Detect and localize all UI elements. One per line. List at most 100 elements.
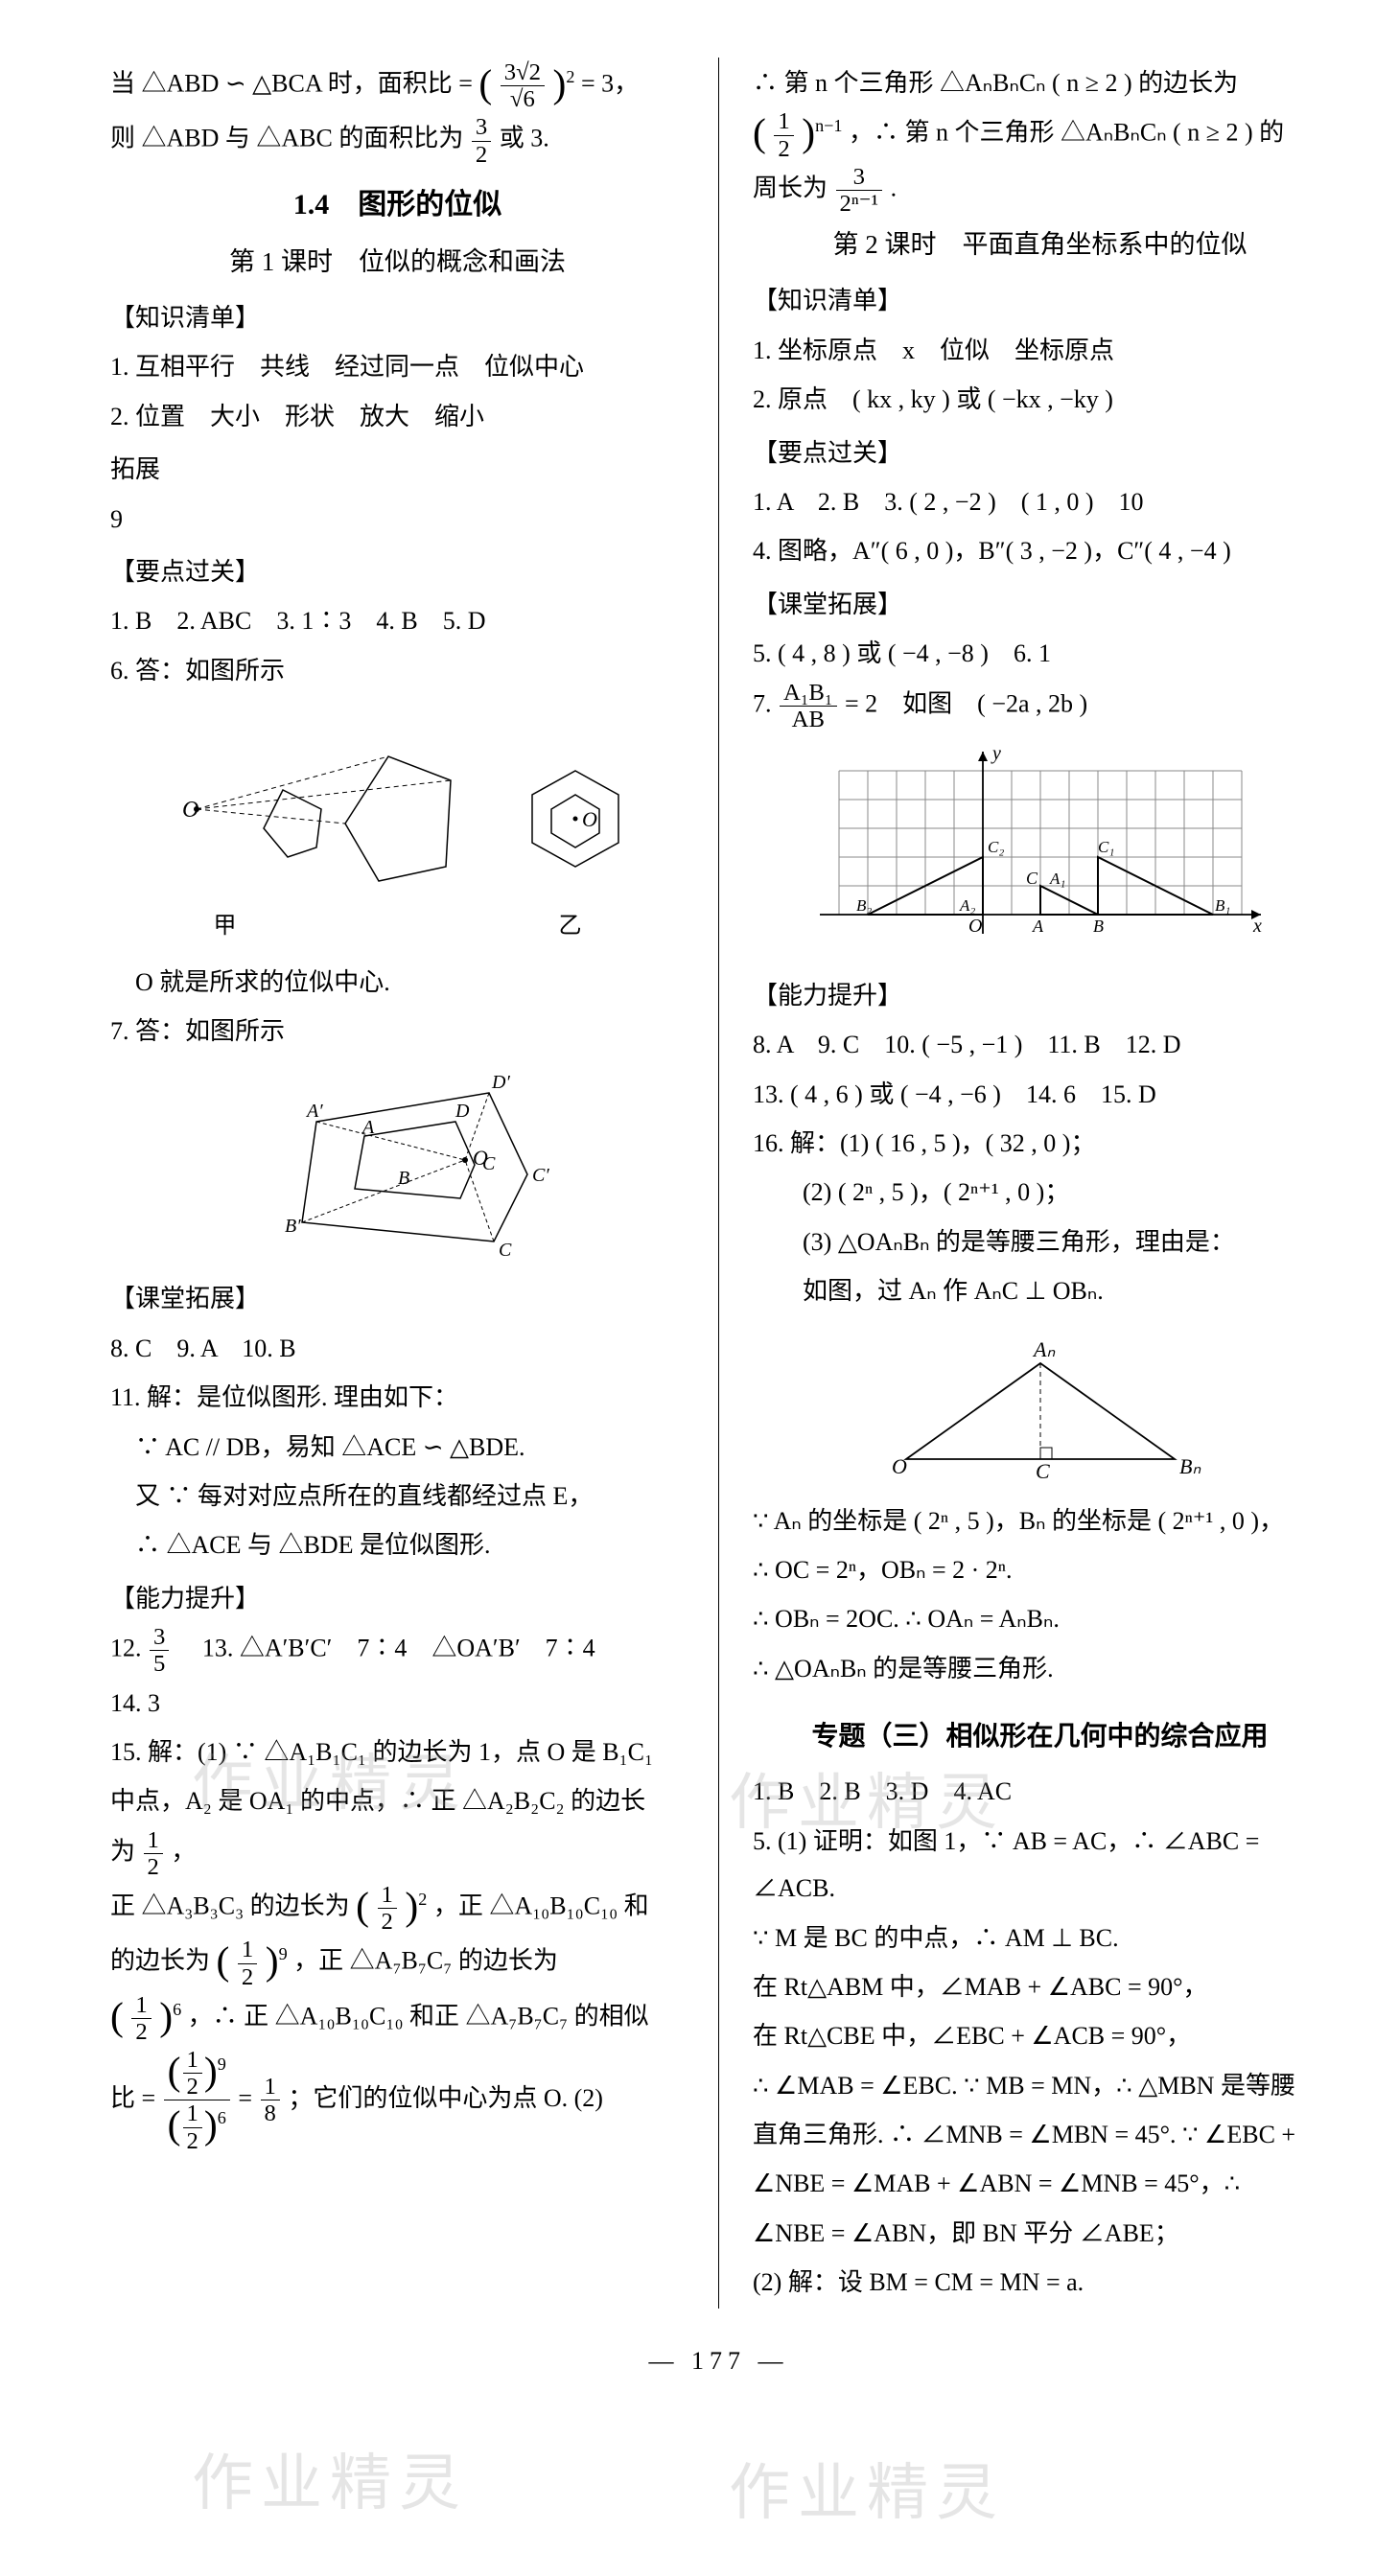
text-line: ∵ Aₙ 的坐标是 ( 2ⁿ , 5 )，Bₙ 的坐标是 ( 2ⁿ⁺¹ , 0 … (753, 1497, 1327, 1544)
numerator: 1 (238, 1937, 257, 1963)
heading: 拓展 (110, 446, 685, 493)
numerator: 1 (144, 1827, 163, 1854)
figure-triangle-oab: O Aₙ Bₙ C (753, 1325, 1327, 1488)
heading: 【知识清单】 (110, 294, 685, 341)
fraction: 3√2 √6 (501, 59, 545, 112)
numerator: 1 (261, 2074, 280, 2100)
ray (316, 1122, 465, 1160)
text-line: ∴ △OAₙBₙ 的是等腰三角形. (753, 1645, 1327, 1692)
text: ，∴ 正 △A₁₀B₁₀C₁₀ 和正 △A₇B₇C₇ 的相似 (188, 2002, 649, 2030)
grid-svg: x y O A B C A₂ B₂ C₂ A₁ C₁ B₁ (810, 742, 1271, 963)
label: C′ (532, 1165, 549, 1186)
text-line: 1. B 2. B 3. D 4. AC (753, 1768, 1327, 1815)
denominator: 2 (378, 1909, 397, 1935)
denominator: √6 (501, 86, 545, 112)
text: 正 △A₃B₃C₃ 的边长为 (110, 1892, 356, 1920)
paren-l: ( (478, 64, 492, 104)
text-line: 4. 图略，A″( 6 , 0 )，B″( 3 , −2 )，C″( 4 , −… (753, 527, 1327, 574)
text-line: 8. A 9. C 10. ( −5 , −1 ) 11. B 12. D (753, 1021, 1327, 1068)
ray (302, 1160, 465, 1222)
paren-l: ( (110, 1997, 124, 2037)
text-line: ∠NBE = ∠ABN，即 BN 平分 ∠ABE； (753, 2210, 1327, 2257)
numerator: 1 (131, 1992, 151, 2019)
text-line: 2. 原点 ( kx , ky ) 或 ( −kx , −ky ) (753, 376, 1327, 423)
denominator: 2 (131, 2019, 151, 2045)
text: ，正 △A₁₀B₁₀C₁₀ 和 (433, 1892, 649, 1920)
text-line: 9 (110, 496, 685, 543)
label-Bn: Bₙ (1179, 1454, 1201, 1478)
text-line: ( 1 2 )6 ，∴ 正 △A₁₀B₁₀C₁₀ 和正 △A₇B₇C₇ 的相似 (110, 1992, 685, 2045)
text-line: 5. ( 4 , 8 ) 或 ( −4 , −8 ) 6. 1 (753, 630, 1327, 677)
heading: 【知识清单】 (753, 277, 1327, 324)
dash-line (197, 780, 451, 809)
denominator: 2 (774, 136, 793, 162)
text-line: O 就是所求的位似中心. (110, 959, 685, 1006)
point-hex-O (572, 817, 577, 822)
paren-r: ) (552, 64, 566, 104)
text: 的边长为 (110, 1947, 217, 1975)
heading: 【要点过关】 (753, 429, 1327, 476)
text-line: 为 1 2 ， (110, 1827, 685, 1880)
text-line: 的边长为 ( 1 2 )9 ，正 △A₇B₇C₇ 的边长为 (110, 1937, 685, 1989)
text-line: 1. B 2. ABC 3. 1∶3 4. B 5. D (110, 597, 685, 644)
label-hex-O: O (582, 807, 597, 831)
text-line: 又 ∵ 每对对应点所在的直线都经过点 E， (110, 1473, 685, 1520)
text-line: 15. 解：(1) ∵ △A₁B₁C₁ 的边长为 1，点 O 是 B₁C₁ (110, 1729, 685, 1775)
numerator: 1 (378, 1882, 397, 1909)
numerator: (12)9 (164, 2047, 230, 2100)
paren-r: ) (266, 1941, 279, 1982)
text: ；它们的位似中心为点 O. (2) (288, 2084, 603, 2112)
fraction: 3 2ⁿ⁻¹ (836, 164, 883, 217)
watermark: 作业精灵 (192, 2425, 468, 2542)
figure-svg: O O (139, 704, 657, 905)
text: = (238, 2084, 258, 2112)
page-number: — 177 — (86, 2337, 1351, 2384)
label-B: B (1093, 917, 1104, 936)
figure-grid: x y O A B C A₂ B₂ C₂ A₁ C₁ B₁ (753, 742, 1327, 963)
denominator: AB (780, 707, 837, 732)
text: = 3， (581, 70, 639, 98)
fraction: 1 2 (238, 1937, 257, 1989)
text: . (891, 174, 898, 201)
pentagon-small (264, 790, 321, 857)
caption-yi: 乙 (559, 905, 582, 949)
paren-l: ( (356, 1887, 369, 1927)
label: D′ (491, 1072, 510, 1093)
text-line: ∵ M 是 BC 的中点，∴ AM ⊥ BC. (753, 1915, 1327, 1961)
text-line: 12. 3 5 13. △A′B′C′ 7∶4 △OA′B′ 7∶4 (110, 1624, 685, 1677)
label-A2: A₂ (959, 896, 975, 915)
figure-quadrilateral: O A′ A D′ D C C′ B B′ C (110, 1064, 685, 1265)
figure-svg: O A′ A D′ D C C′ B B′ C (197, 1064, 599, 1265)
big-fraction: (12)9 (12)6 (164, 2047, 230, 2154)
denominator: 2 (238, 1964, 257, 1990)
heading: 【课堂拓展】 (753, 581, 1327, 628)
text-line: 2. 位置 大小 形状 放大 缩小 (110, 393, 685, 440)
watermark: 作业精灵 (729, 2435, 1005, 2552)
text-line: 则 △ABD 与 △ABC 的面积比为 3 2 或 3. (110, 114, 685, 167)
text-line: 1. 坐标原点 x 位似 坐标原点 (753, 327, 1327, 374)
text-line: 14. 3 (110, 1680, 685, 1727)
paren-r: ) (802, 113, 815, 153)
dash-line (197, 809, 345, 824)
paren-r: ) (159, 1997, 173, 2037)
label-B2: B₂ (856, 896, 872, 915)
text-line: ∵ AC // DB，易知 △ACE ∽ △BDE. (110, 1424, 685, 1471)
label-O: O (968, 916, 982, 937)
label: D (455, 1101, 470, 1122)
lesson-title: 第 2 课时 平面直角坐标系中的位似 (753, 220, 1327, 269)
text-line: 当 △ABD ∽ △BCA 时，面积比 = ( 3√2 √6 )2 = 3， (110, 59, 685, 112)
text-line: 7. 答：如图所示 (110, 1008, 685, 1055)
text-line: 16. 解：(1) ( 16 , 5 )，( 32 , 0 )； (753, 1120, 1327, 1167)
label: A′ (305, 1101, 323, 1122)
label-C: C (1036, 1459, 1050, 1483)
label-A: A (1032, 917, 1044, 936)
label-An: Aₙ (1032, 1337, 1055, 1361)
caption-jia: 甲 (214, 905, 237, 949)
page: 当 △ABD ∽ △BCA 时，面积比 = ( 3√2 √6 )2 = 3， 则… (86, 58, 1351, 2309)
text: 7. (753, 689, 778, 717)
text: ， (171, 1837, 196, 1865)
label: B (398, 1168, 409, 1189)
exponent: 2 (566, 67, 574, 86)
pentagon-large (345, 756, 451, 881)
denominator: 5 (150, 1651, 169, 1677)
